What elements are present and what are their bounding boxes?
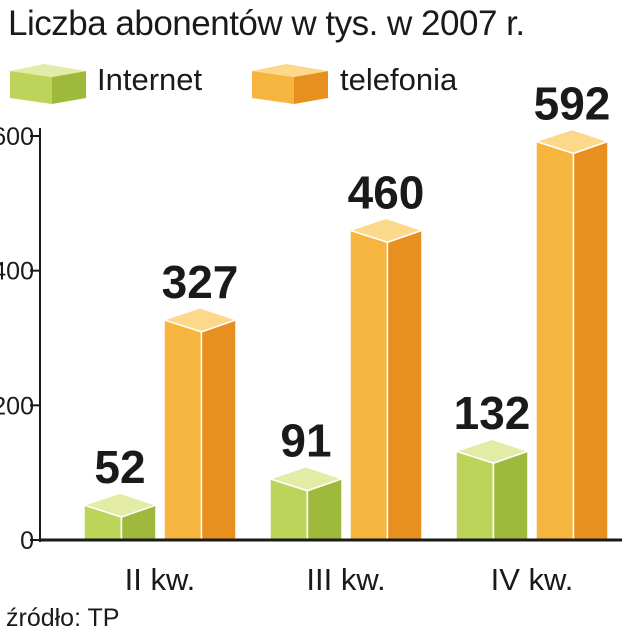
y-tick-label: 400 (0, 258, 34, 286)
bar-telefonia-1 (161, 307, 239, 541)
bars-group (81, 128, 611, 541)
legend-telefonia-swatch (252, 64, 328, 104)
x-tick-label: III kw. (306, 562, 385, 597)
x-axis-labels: II kw. III kw. IV kw. (125, 562, 574, 597)
bar-internet-3 (453, 438, 531, 541)
x-tick-label: IV kw. (491, 562, 574, 597)
chart-title: Liczba abonentów w tys. w 2007 r. (8, 4, 525, 43)
data-label: 592 (534, 77, 611, 129)
data-label: 91 (280, 415, 331, 467)
x-tick-label: II kw. (125, 562, 196, 597)
data-label: 460 (348, 166, 425, 218)
legend-internet-swatch (10, 64, 86, 104)
bar-telefonia-3 (533, 128, 611, 541)
data-label: 327 (162, 256, 239, 308)
legend-telefonia-label: telefonia (340, 62, 458, 97)
data-label: 132 (454, 387, 531, 439)
y-axis-ticks: 0 200 400 600 (0, 123, 40, 555)
bar-internet-1 (81, 492, 159, 541)
y-tick-label: 0 (20, 527, 34, 555)
source-note: źródło: TP (6, 604, 120, 632)
y-tick-label: 600 (0, 123, 34, 151)
data-label: 52 (94, 441, 145, 493)
bar-telefonia-2 (347, 217, 425, 541)
bar-internet-2 (267, 465, 345, 541)
legend-internet-label: Internet (97, 62, 203, 97)
y-tick-label: 200 (0, 392, 34, 420)
data-labels-group: 52 327 91 460 132 592 (94, 77, 610, 493)
